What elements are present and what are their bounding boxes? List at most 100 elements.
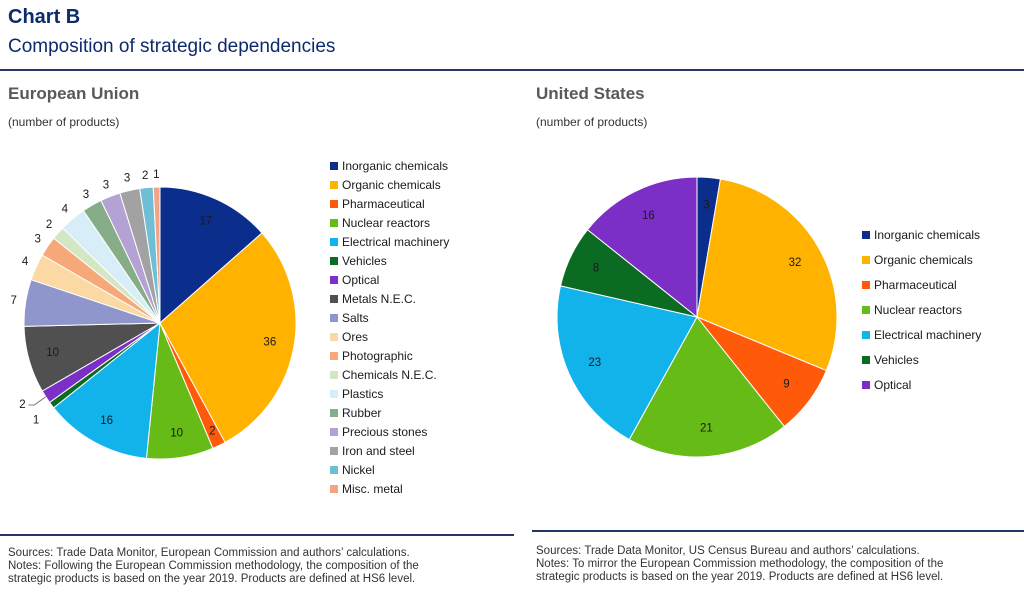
us-slice-optical [586,176,698,319]
us-slice-nuclear-reactors [628,316,785,458]
eu-leader-line [28,396,47,406]
chart-title: Composition of strategic dependencies [8,36,336,57]
eu-notes-line: strategic products is based on the year … [8,573,416,585]
us-legend-item: Inorganic chemicals [862,222,981,247]
us-data-label: 32 [789,257,802,269]
us-legend-label: Inorganic chemicals [874,227,981,242]
eu-slice-misc-metal [152,186,161,324]
us-legend-label: Organic chemicals [874,252,973,267]
chart-label: Chart B [8,6,81,28]
us-notes-line: Notes: To mirror the European Commission… [536,558,944,570]
eu-legend: Inorganic chemicals Organic chemicals Phar… [330,156,449,498]
eu-legend-label: Optical [342,272,380,287]
eu-legend-swatch [330,351,338,360]
us-legend-swatch [862,380,870,389]
eu-legend-item: Nuclear reactors [330,213,449,232]
eu-legend-swatch [330,161,338,170]
eu-legend-label: Vehicles [342,253,387,268]
eu-data-label: 4 [62,204,69,216]
eu-data-label: 16 [100,415,113,427]
us-legend-swatch [862,330,870,339]
us-legend-label: Electrical machinery [874,327,982,342]
eu-data-label: 7 [10,295,16,307]
eu-data-label: 3 [124,173,130,185]
eu-legend-label: Electrical machinery [342,234,450,249]
eu-legend-item: Metals N.E.C. [330,289,449,308]
eu-legend-item: Salts [330,308,449,327]
eu-legend-swatch [330,180,338,189]
us-data-label: 9 [783,378,789,390]
eu-legend-item: Iron and steel [330,441,449,460]
eu-legend-swatch [330,199,338,208]
eu-legend-swatch [330,294,338,303]
eu-legend-label: Nuclear reactors [342,215,431,230]
us-notes: Sources: Trade Data Monitor, US Census B… [536,545,943,584]
us-slice-organic-chemicals [696,178,838,372]
eu-data-label: 3 [103,179,109,191]
eu-legend-item: Rubber [330,403,449,422]
eu-data-label: 3 [35,234,41,246]
us-data-label: 23 [588,357,601,369]
eu-legend-swatch [330,237,338,246]
us-notes-line: strategic products is based on the year … [536,571,944,583]
eu-legend-item: Ores [330,327,449,346]
us-legend-label: Optical [874,377,912,392]
eu-legend-swatch [330,427,338,436]
eu-data-label: 10 [46,347,59,359]
us-legend: Inorganic chemicals Organic chemicals Phar… [862,222,981,397]
eu-slice-inorganic-chemicals [159,186,263,325]
eu-legend-label: Pharmaceutical [342,196,425,211]
eu-legend-label: Nickel [342,462,375,477]
eu-data-label: 1 [153,169,159,181]
eu-legend-swatch [330,370,338,379]
us-legend-item: Optical [862,372,981,397]
eu-legend-item: Organic chemicals [330,175,449,194]
us-legend-item: Pharmaceutical [862,272,981,297]
eu-legend-label: Chemicals N.E.C. [342,367,437,382]
eu-legend-swatch [330,313,338,322]
eu-data-label: 36 [263,336,276,348]
eu-notes-line: Sources: Trade Data Monitor, European Co… [8,547,410,559]
eu-legend-item: Chemicals N.E.C. [330,365,449,384]
eu-notes: Sources: Trade Data Monitor, European Co… [8,547,419,586]
eu-legend-swatch [330,389,338,398]
eu-legend-label: Rubber [342,405,382,420]
eu-legend-item: Plastics [330,384,449,403]
us-slice-electrical-machinery [556,285,698,441]
eu-legend-item: Misc. metal [330,479,449,498]
eu-legend-item: Photographic [330,346,449,365]
eu-slice-electrical-machinery [52,321,161,459]
eu-legend-item: Electrical machinery [330,232,449,251]
eu-data-label: 1 [33,414,39,426]
eu-legend-label: Iron and steel [342,443,415,458]
eu-legend-label: Photographic [342,348,413,363]
eu-legend-item: Vehicles [330,251,449,270]
eu-legend-label: Inorganic chemicals [342,158,449,173]
eu-data-label: 3 [83,189,89,201]
us-legend-item: Organic chemicals [862,247,981,272]
eu-legend-swatch [330,484,338,493]
eu-legend-label: Plastics [342,386,384,401]
eu-legend-label: Precious stones [342,424,428,439]
eu-data-label: 2 [19,399,25,411]
eu-legend-swatch [330,332,338,341]
eu-data-label: 2 [46,219,52,231]
eu-legend-label: Organic chemicals [342,177,441,192]
us-legend-swatch [862,255,870,264]
us-legend-label: Vehicles [874,352,919,367]
eu-legend-swatch [330,218,338,227]
us-legend-item: Electrical machinery [862,322,981,347]
us-panel-subtitle: (number of products) [536,115,648,129]
eu-legend-swatch [330,446,338,455]
eu-data-label: 10 [170,427,183,439]
eu-legend-swatch [330,275,338,284]
eu-data-label: 2 [142,170,148,182]
eu-legend-item: Inorganic chemicals [330,156,449,175]
eu-legend-item: Precious stones [330,422,449,441]
eu-legend-swatch [330,256,338,265]
us-data-label: 3 [703,199,709,211]
us-legend-swatch [862,305,870,314]
us-data-label: 8 [593,262,599,274]
us-bottom-rule [532,530,1024,532]
